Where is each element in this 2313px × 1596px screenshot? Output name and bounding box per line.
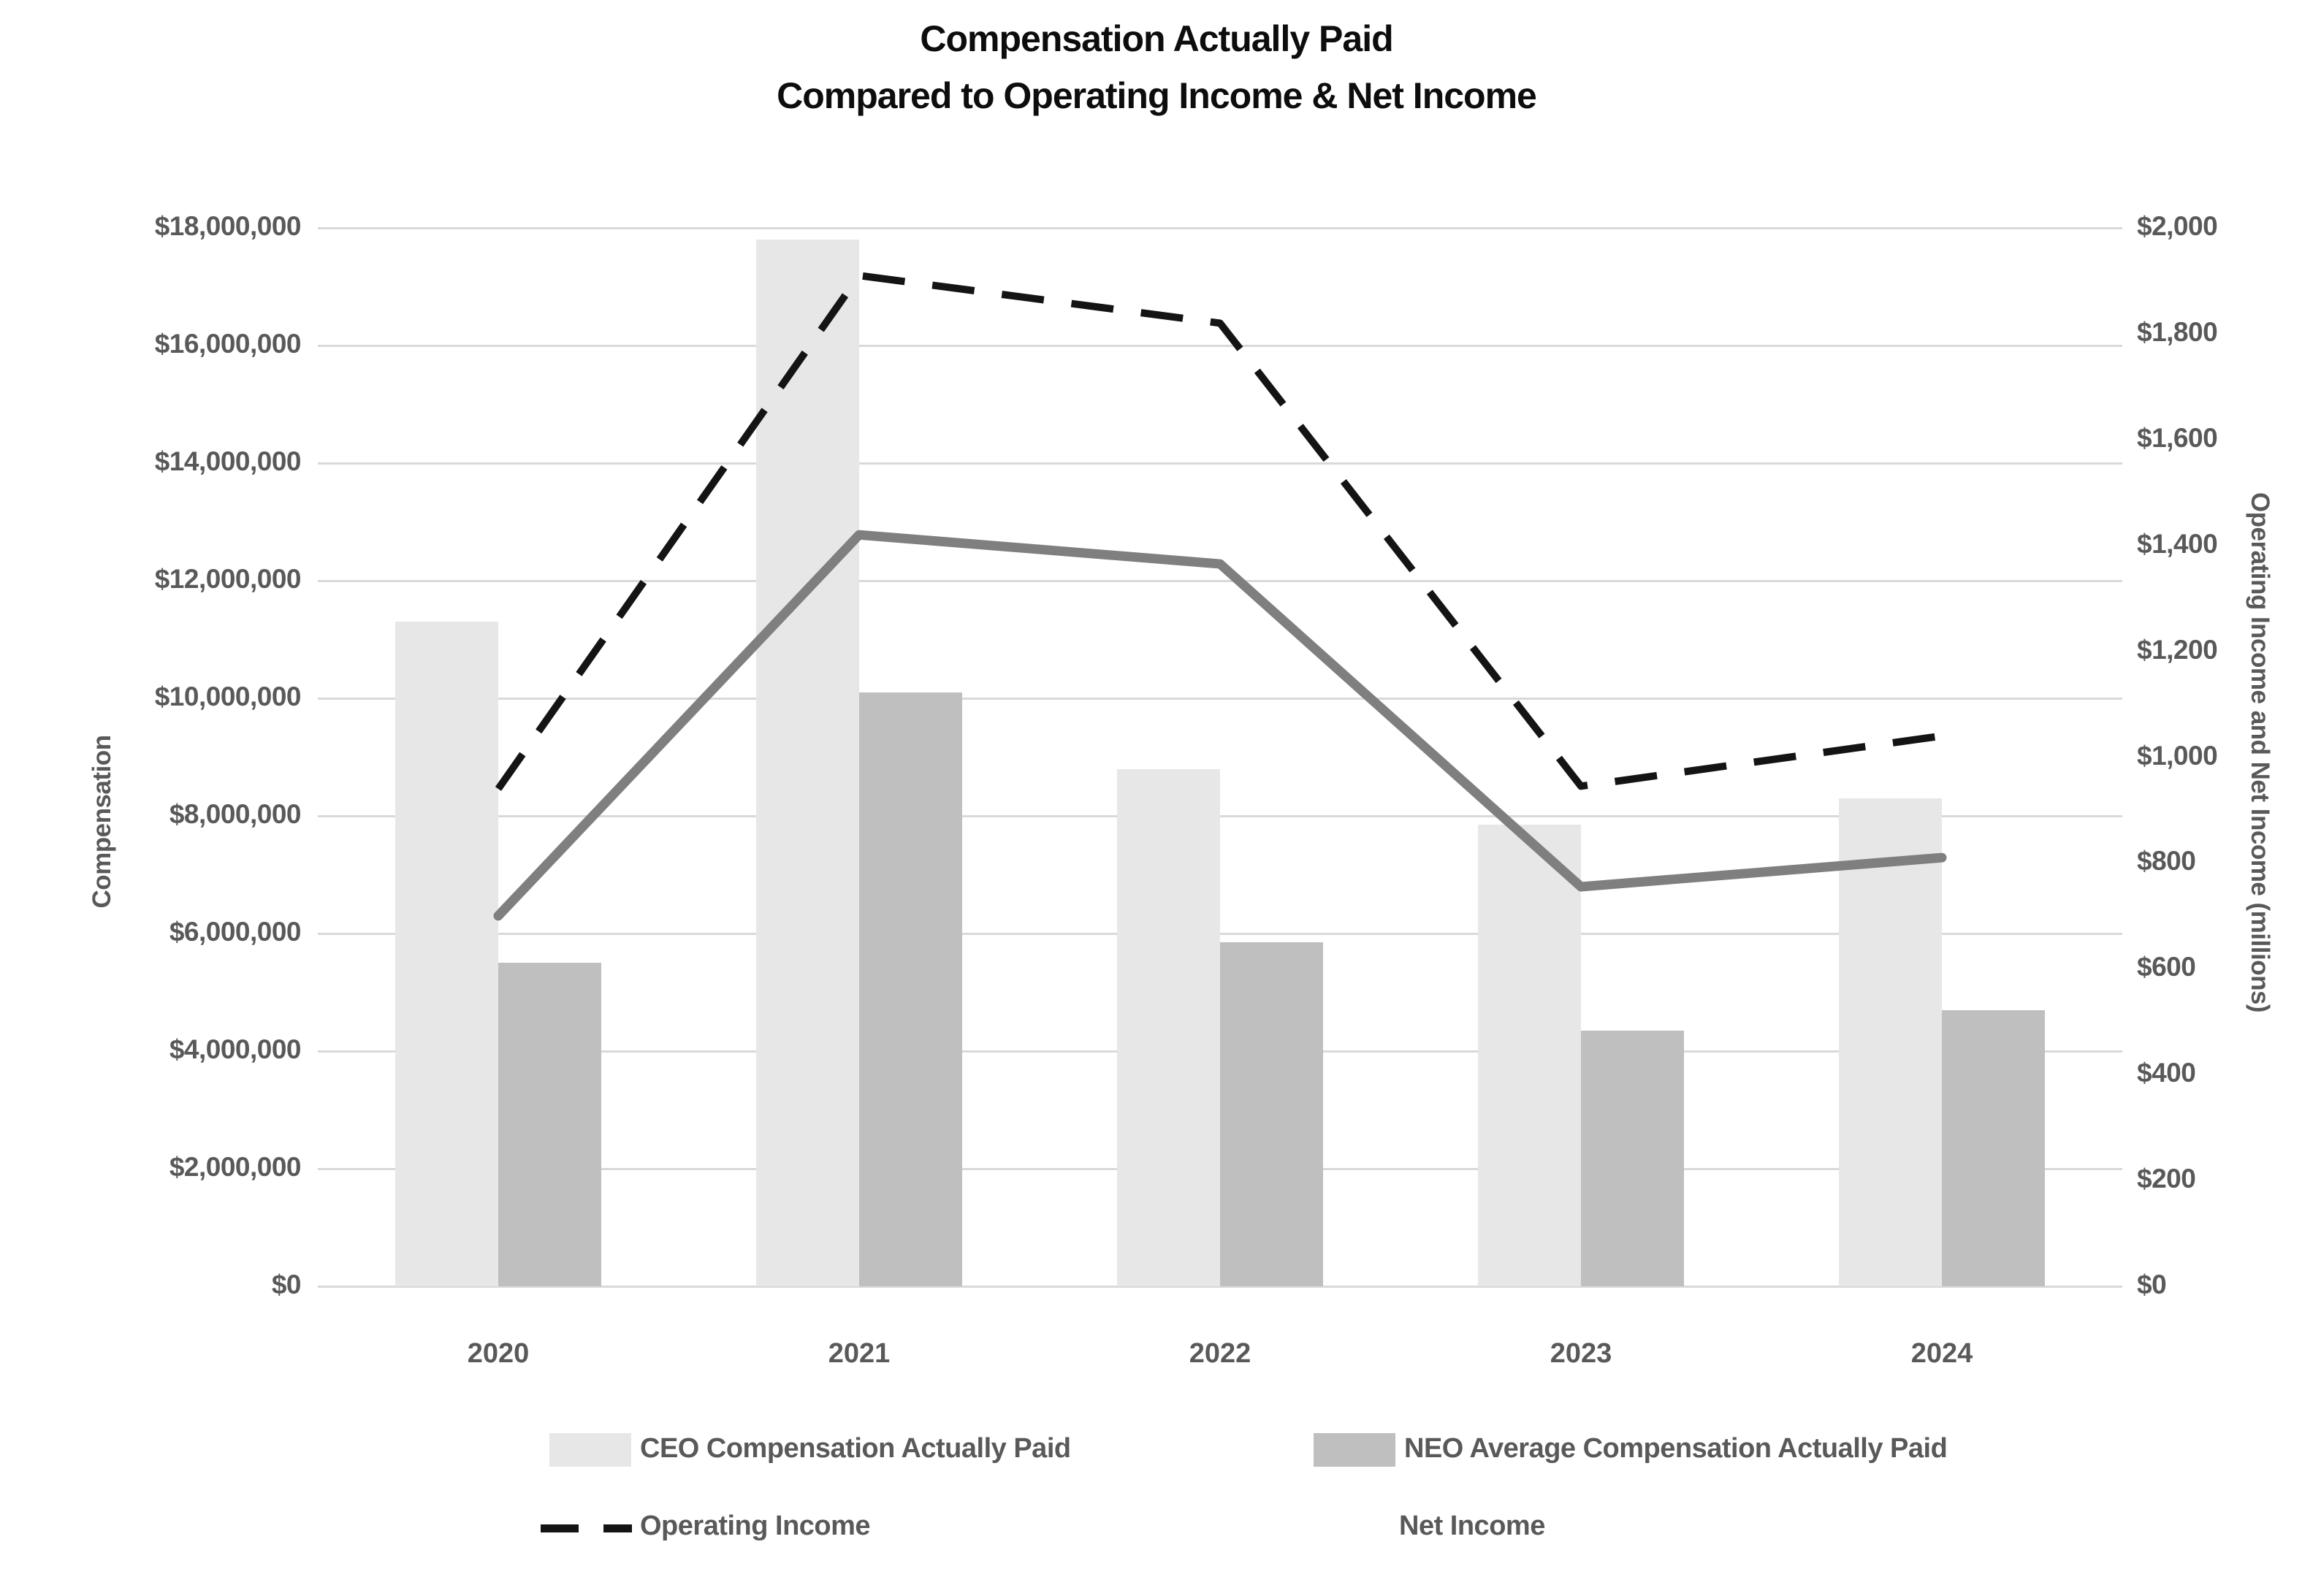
legend-swatch-ceo xyxy=(549,1433,631,1467)
x-axis-tick: 2020 xyxy=(467,1338,530,1369)
y-axis-tick-left: $8,000,000 xyxy=(169,799,302,829)
gridline xyxy=(318,226,2122,229)
y-axis-tick-left: $0 xyxy=(271,1269,302,1299)
y-axis-tick-left: $18,000,000 xyxy=(154,211,302,241)
y-axis-tick-right: $600 xyxy=(2137,952,2196,982)
bar-ceo-2022 xyxy=(1117,768,1220,1286)
legend-label-operating-income: Operating Income xyxy=(640,1511,871,1541)
bar-neo-2023 xyxy=(1581,1030,1684,1286)
legend-label-neo: NEO Average Compensation Actually Paid xyxy=(1404,1433,1948,1464)
y-axis-tick-right: $400 xyxy=(2137,1058,2196,1088)
chart-title-line1: Compensation Actually Paid xyxy=(920,18,1393,59)
gridline xyxy=(318,344,2122,347)
y-axis-tick-right: $200 xyxy=(2137,1164,2196,1194)
bar-ceo-2023 xyxy=(1478,825,1581,1286)
y-axis-tick-right: $1,600 xyxy=(2137,422,2218,453)
legend-swatch-neo xyxy=(1314,1433,1395,1467)
bar-neo-2021 xyxy=(859,692,962,1286)
y-axis-tick-left: $12,000,000 xyxy=(154,564,302,594)
y-axis-tick-right: $1,400 xyxy=(2137,528,2218,559)
y-axis-tick-left: $4,000,000 xyxy=(169,1034,302,1064)
y-axis-tick-left: $2,000,000 xyxy=(169,1152,302,1182)
legend-dashed-line-sample xyxy=(541,1524,632,1532)
gridline xyxy=(318,814,2122,817)
gridline xyxy=(318,462,2122,465)
y-axis-tick-right: $800 xyxy=(2137,846,2196,877)
chart-title: Compensation Actually Paid Compared to O… xyxy=(0,10,2313,124)
gridline xyxy=(318,1285,2122,1288)
x-axis-tick: 2024 xyxy=(1910,1338,1973,1369)
x-axis-tick: 2021 xyxy=(828,1338,891,1369)
gridline xyxy=(318,697,2122,700)
bar-ceo-2020 xyxy=(395,622,498,1286)
y-axis-tick-right: $1,800 xyxy=(2137,316,2218,347)
legend-label-net-income: Net Income xyxy=(1399,1511,1545,1541)
y-axis-tick-left: $10,000,000 xyxy=(154,681,302,711)
bar-neo-2022 xyxy=(1220,942,1323,1286)
bar-neo-2024 xyxy=(1942,1009,2045,1286)
chart-title-line2: Compared to Operating Income & Net Incom… xyxy=(777,75,1537,116)
legend-label-ceo: CEO Compensation Actually Paid xyxy=(640,1433,1071,1464)
operating-income-line xyxy=(495,272,1943,791)
y-axis-tick-right: $1,200 xyxy=(2137,634,2218,665)
y-axis-tick-left: $6,000,000 xyxy=(169,917,302,947)
y-axis-tick-right: $0 xyxy=(2137,1269,2167,1299)
net-income-line xyxy=(493,530,1947,921)
gridline xyxy=(318,579,2122,582)
x-axis-tick: 2022 xyxy=(1189,1338,1251,1369)
bar-neo-2020 xyxy=(498,963,601,1286)
line-series-layer xyxy=(493,272,1947,921)
y-axis-tick-left: $16,000,000 xyxy=(154,329,302,359)
bar-ceo-2024 xyxy=(1839,798,1942,1286)
legend-solid-line-sample xyxy=(1314,1524,1395,1533)
y-axis-tick-right: $2,000 xyxy=(2137,211,2218,241)
y-axis-tick-left: $14,000,000 xyxy=(154,446,302,476)
y-axis-tick-right: $1,000 xyxy=(2137,740,2218,771)
gridline xyxy=(318,932,2122,935)
bar-ceo-2021 xyxy=(756,240,859,1286)
x-axis-tick: 2023 xyxy=(1550,1338,1612,1369)
